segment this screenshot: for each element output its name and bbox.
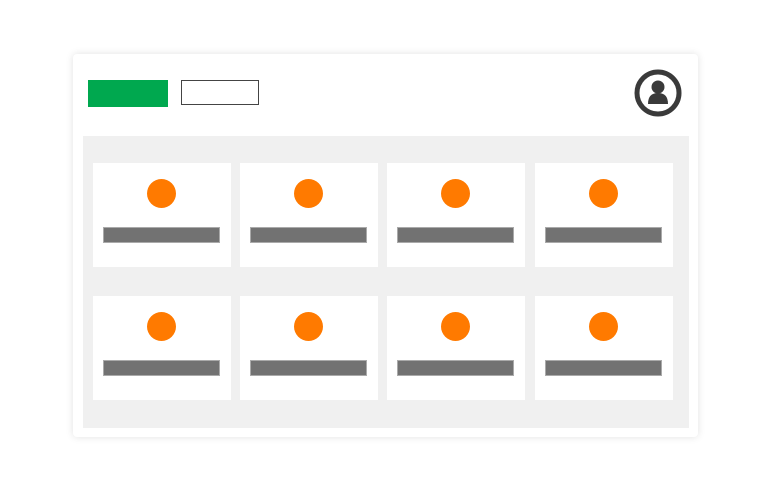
- card-grid: [83, 136, 689, 428]
- circle-icon: [441, 312, 470, 341]
- card[interactable]: [535, 163, 673, 267]
- user-avatar-icon[interactable]: [633, 69, 683, 119]
- circle-icon: [589, 179, 618, 208]
- circle-icon: [147, 179, 176, 208]
- app-window: [73, 54, 698, 437]
- circle-icon: [294, 312, 323, 341]
- primary-button[interactable]: [88, 80, 168, 107]
- card-label-placeholder: [397, 227, 514, 243]
- card-label-placeholder: [103, 360, 220, 376]
- secondary-button[interactable]: [181, 80, 259, 105]
- card[interactable]: [93, 296, 231, 400]
- card-label-placeholder: [250, 227, 367, 243]
- circle-icon: [147, 312, 176, 341]
- card-label-placeholder: [250, 360, 367, 376]
- card-label-placeholder: [103, 227, 220, 243]
- card[interactable]: [240, 163, 378, 267]
- card-label-placeholder: [545, 360, 662, 376]
- card[interactable]: [93, 163, 231, 267]
- card[interactable]: [387, 296, 525, 400]
- circle-icon: [294, 179, 323, 208]
- card[interactable]: [240, 296, 378, 400]
- card[interactable]: [387, 163, 525, 267]
- circle-icon: [589, 312, 618, 341]
- card-label-placeholder: [397, 360, 514, 376]
- card-label-placeholder: [545, 227, 662, 243]
- circle-icon: [441, 179, 470, 208]
- card[interactable]: [535, 296, 673, 400]
